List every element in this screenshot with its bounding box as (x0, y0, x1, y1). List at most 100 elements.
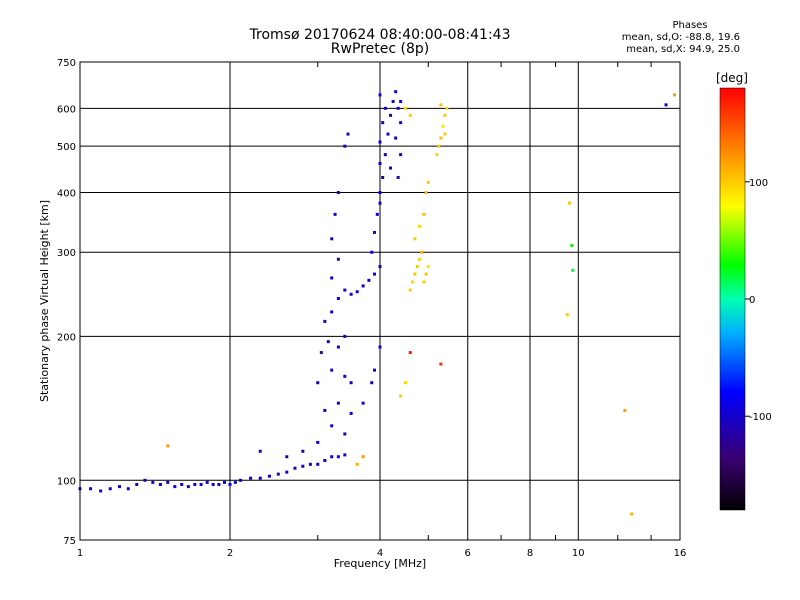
data-point-o (381, 121, 385, 125)
x-tick-label: 16 (674, 548, 687, 559)
data-point-x (415, 265, 419, 269)
phase-stats-o: mean, sd,O: -88.8, 19.6 (621, 32, 740, 43)
data-point-o (361, 401, 365, 405)
plot-grid (80, 62, 680, 540)
data-point-x (443, 113, 447, 117)
data-point-x (413, 237, 417, 241)
data-point-o (316, 440, 320, 444)
data-point-o (336, 455, 340, 459)
data-point-o (349, 292, 353, 296)
data-point-o (199, 482, 203, 486)
data-point-o (173, 485, 177, 489)
data-point-o (330, 310, 334, 314)
data-point-o (373, 230, 377, 234)
data-point-o (143, 478, 147, 482)
data-point-o (378, 161, 382, 165)
data-point-o (323, 319, 327, 323)
data-point-o (370, 381, 374, 385)
data-point-o (383, 106, 387, 110)
data-point-x (570, 243, 574, 247)
data-point-o (158, 482, 162, 486)
colorbar-tick-label: 0 (749, 295, 755, 306)
colorbar-tick-label: -100 (749, 412, 772, 423)
data-point-x (408, 288, 412, 292)
data-point-x (420, 250, 424, 254)
data-point-o (370, 250, 374, 254)
data-point-o (378, 345, 382, 349)
data-point-o (664, 103, 668, 107)
data-point-o (276, 472, 280, 476)
data-point-o (375, 212, 379, 216)
data-point-o (301, 464, 305, 468)
data-point-x (417, 257, 421, 261)
data-point-o (316, 381, 320, 385)
data-point-x (571, 268, 575, 272)
data-point-x (565, 313, 569, 317)
x-tick-label: 8 (527, 548, 533, 559)
data-point-o (89, 487, 93, 491)
y-tick-label: 300 (57, 248, 76, 259)
data-point-o (361, 284, 365, 288)
data-point-o (355, 290, 359, 294)
data-point-o (394, 136, 398, 140)
data-point-x (417, 224, 421, 228)
data-point-o (151, 480, 155, 484)
phase-stats: Phases mean, sd,O: -88.8, 19.6 mean, sd,… (600, 20, 740, 56)
data-point-o (336, 345, 340, 349)
data-point-o (349, 411, 353, 415)
data-point-o (330, 424, 334, 428)
data-point-o (383, 153, 387, 157)
y-tick-label: 400 (57, 188, 76, 199)
data-point-o (117, 485, 121, 489)
data-point-x (437, 144, 441, 148)
data-point-o (193, 482, 197, 486)
data-point-o (330, 368, 334, 372)
data-point-o (389, 113, 393, 117)
x-tick-label: 2 (227, 548, 233, 559)
data-point-x (435, 153, 439, 157)
data-points (78, 90, 677, 516)
data-point-o (223, 480, 227, 484)
data-point-x (355, 462, 359, 466)
data-point-o (394, 90, 398, 94)
data-point-x (439, 136, 443, 140)
data-point-o (228, 482, 232, 486)
data-point-o (330, 455, 334, 459)
data-point-x (361, 455, 365, 459)
data-point-o (336, 401, 340, 405)
data-point-o (108, 487, 112, 491)
y-tick-label: 750 (57, 58, 76, 69)
data-point-x (673, 93, 677, 97)
x-tick-label: 6 (465, 548, 471, 559)
colorbar-ticks: 100 0 -100 (745, 178, 772, 423)
data-point-x (422, 280, 426, 284)
data-point-o (378, 140, 382, 144)
data-point-x (426, 265, 430, 269)
data-point-o (180, 482, 184, 486)
data-point-o (239, 478, 243, 482)
data-point-o (319, 351, 323, 355)
data-point-o (301, 449, 305, 453)
data-point-x (403, 381, 407, 385)
data-point-o (336, 257, 340, 261)
data-point-x (441, 124, 445, 128)
data-point-o (323, 458, 327, 462)
data-point-o (391, 100, 395, 104)
data-point-x (411, 280, 415, 284)
colorbar-tick-label: 100 (749, 178, 768, 189)
data-point-o (378, 93, 382, 97)
data-point-x (445, 106, 449, 110)
data-point-x (623, 408, 627, 412)
data-point-o (386, 132, 390, 136)
data-point-o (211, 482, 215, 486)
data-point-x (424, 272, 428, 276)
data-point-x (426, 180, 430, 184)
data-point-x (443, 132, 447, 136)
y-tick-label: 200 (57, 332, 76, 343)
data-point-o (323, 408, 327, 412)
data-point-o (399, 121, 403, 125)
data-point-o (330, 276, 334, 280)
data-point-o (126, 487, 130, 491)
data-point-x (630, 512, 634, 516)
data-point-o (267, 474, 271, 478)
